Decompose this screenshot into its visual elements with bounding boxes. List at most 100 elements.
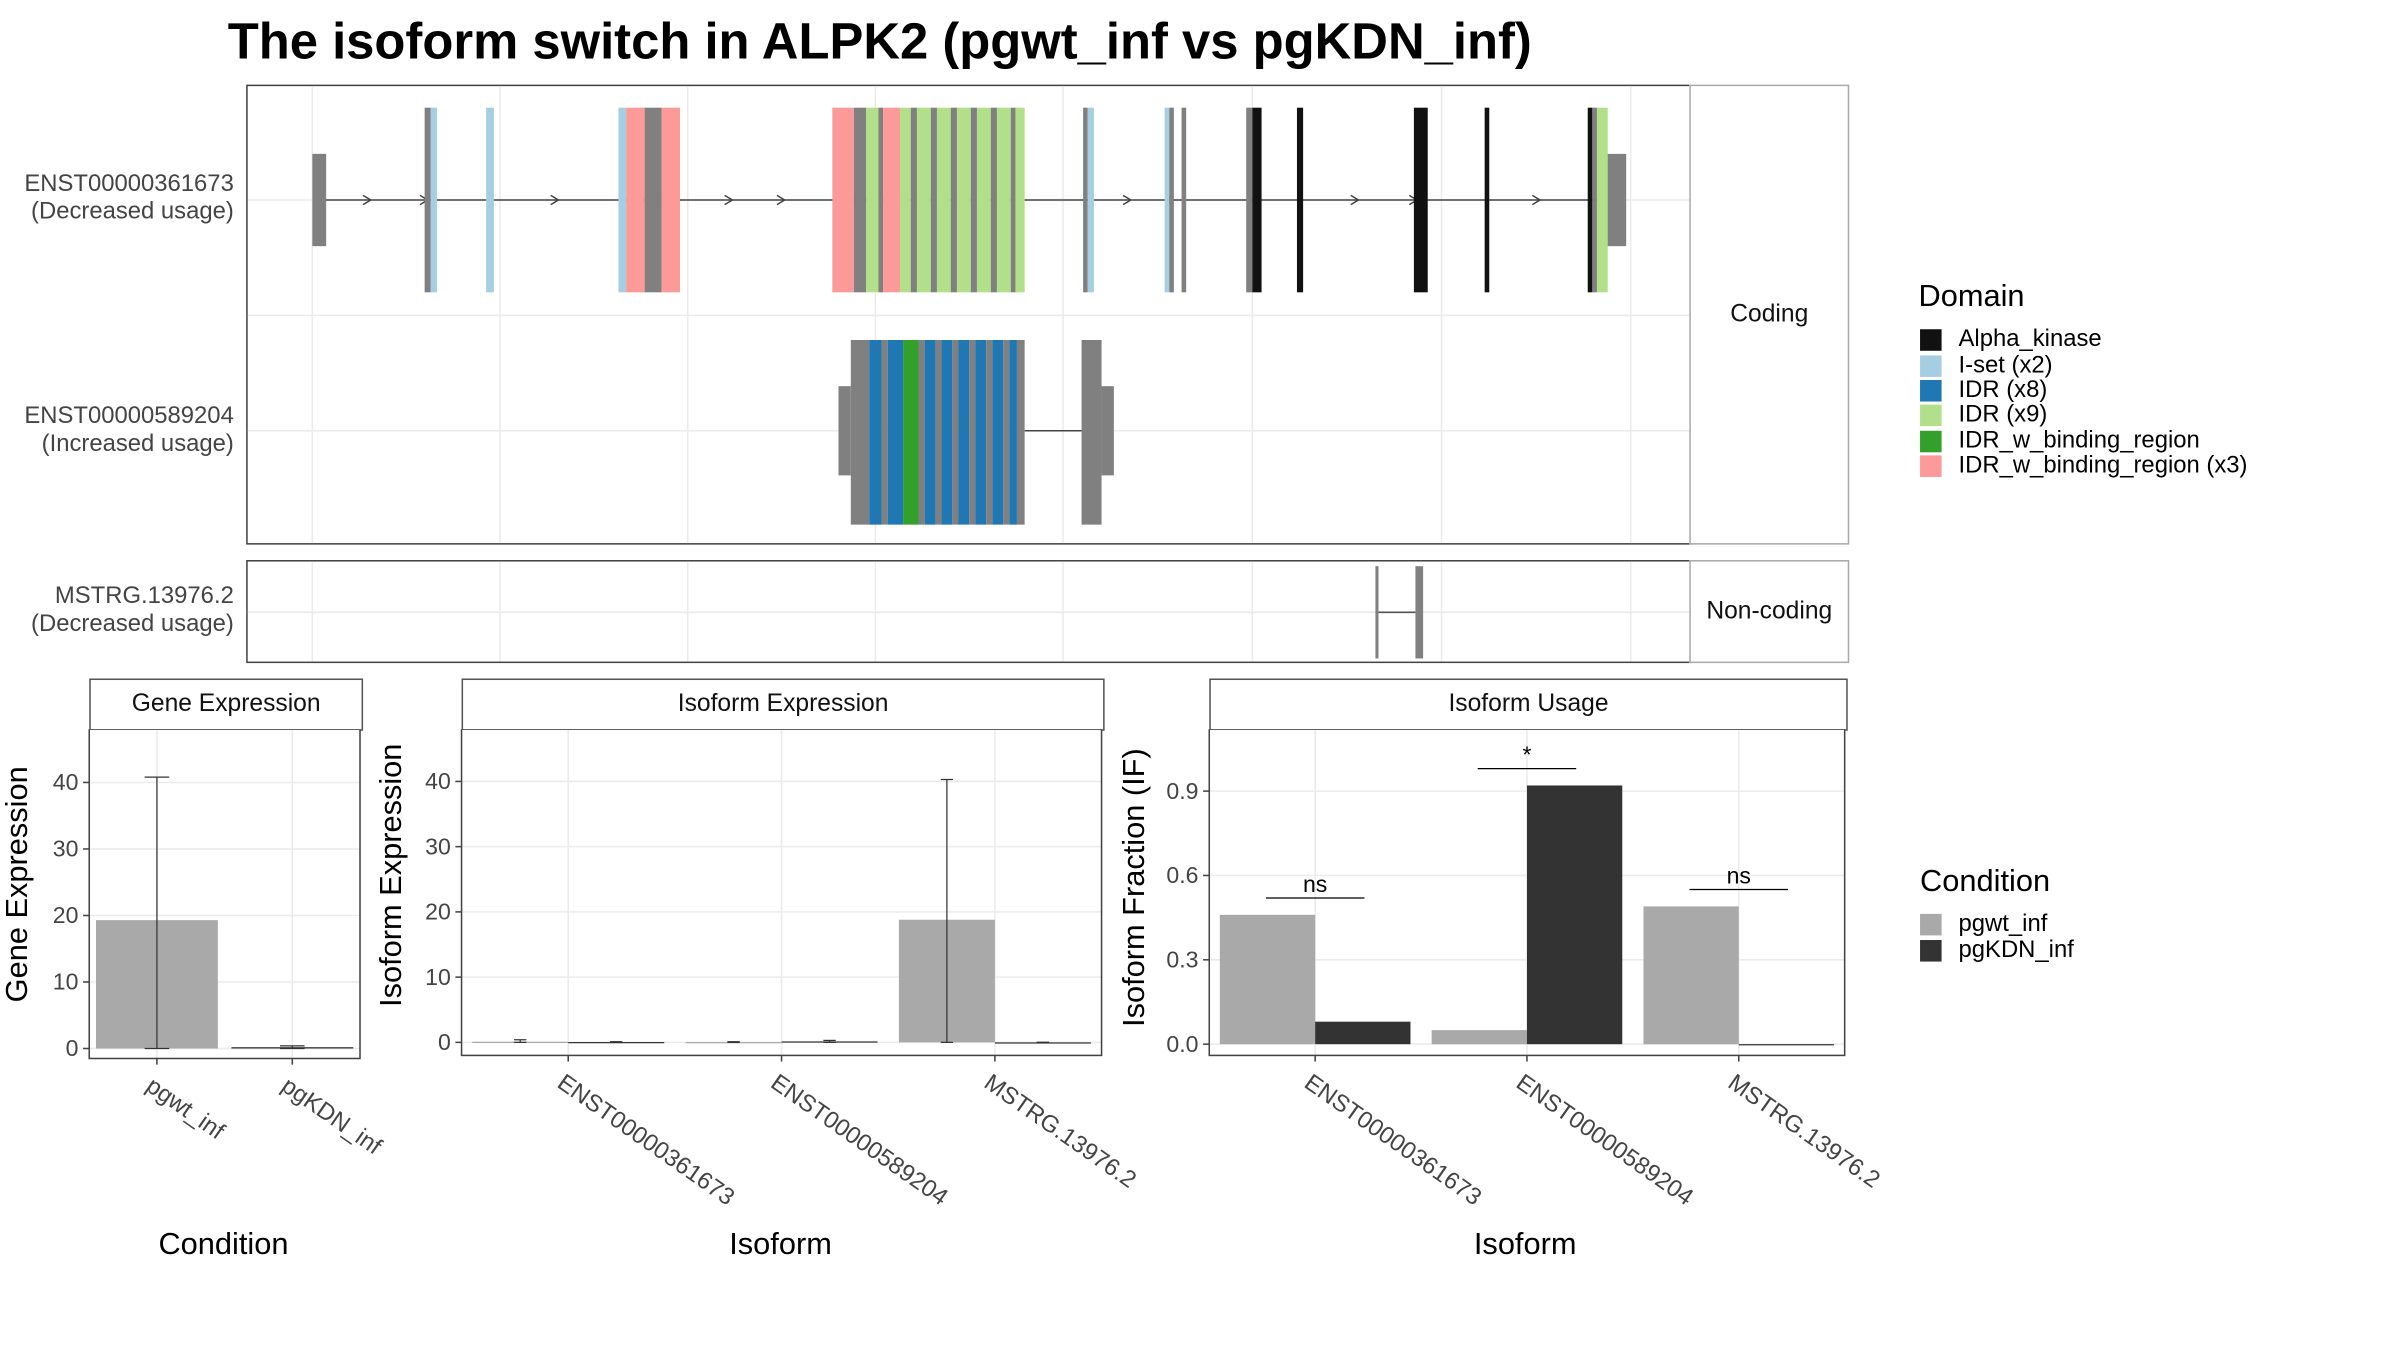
coding-structure-svg xyxy=(247,86,1691,544)
exon-block xyxy=(1413,107,1428,293)
legend-swatch xyxy=(1920,404,1942,427)
bar-pgKDN_inf xyxy=(1315,1021,1411,1045)
noncoding-strip: Non-coding xyxy=(1689,560,1850,664)
legend-label: IDR_w_binding_region xyxy=(1958,427,2200,454)
direction-arrow xyxy=(724,194,734,206)
bar-pgKDN_inf xyxy=(1526,785,1623,1045)
condition-legend-item: pgKDN_inf xyxy=(1920,938,2074,963)
bar-pgKDN_inf xyxy=(1738,1044,1835,1046)
legend-label: IDR (x8) xyxy=(1958,376,2048,404)
exon-block xyxy=(430,107,437,293)
exon-block xyxy=(936,107,951,293)
domain-legend-item: Alpha_kinase xyxy=(1920,327,2102,353)
exon-block xyxy=(950,107,957,293)
y-tick-label: 0.0 xyxy=(1166,1031,1198,1057)
domain-legend-item: I-set (x2) xyxy=(1920,352,2053,379)
exon-block xyxy=(618,107,627,293)
x-tick-label: pgwt_inf xyxy=(141,1072,229,1145)
legend-label: pgKDN_inf xyxy=(1958,936,2074,964)
significance-label: * xyxy=(1522,741,1531,767)
exon-block xyxy=(853,107,867,293)
domain-legend-item: IDR_w_binding_region xyxy=(1920,427,2200,454)
exon-block xyxy=(1484,107,1490,293)
legend-swatch xyxy=(1920,329,1942,351)
exon-block xyxy=(1009,340,1017,525)
coding-strip: Coding xyxy=(1689,84,1850,545)
row-label-line2: (Increased usage) xyxy=(41,430,234,457)
exon-block xyxy=(881,340,888,525)
exon-block xyxy=(992,340,1004,525)
bar-pgwt_inf xyxy=(1431,1030,1527,1045)
x-axis-title-condition: Condition xyxy=(158,1227,289,1262)
exon-block xyxy=(850,340,870,525)
legend-label: I-set (x2) xyxy=(1958,352,2053,379)
row-label-enst589204: ENST00000589204 (Increased usage) xyxy=(0,403,234,458)
direction-arrow xyxy=(1350,194,1360,206)
x-tick-label: ENST00000589204 xyxy=(766,1069,953,1211)
exon-block xyxy=(1296,107,1304,293)
domain-legend-item: IDR (x9) xyxy=(1920,402,2047,428)
exon-block xyxy=(878,107,884,293)
plot-border xyxy=(88,729,361,1060)
exon-block xyxy=(1169,107,1174,293)
exon-block xyxy=(883,107,901,293)
facet-isoform-expression: Isoform Expression xyxy=(461,678,1105,731)
figure-title: The isoform switch in ALPK2 (pgwt_inf vs… xyxy=(227,12,1532,70)
x-axis-title-isoform-usage: Isoform xyxy=(1473,1227,1577,1262)
exon-block xyxy=(1246,107,1253,293)
exon-block xyxy=(1010,107,1017,293)
exon-block xyxy=(1181,107,1187,293)
domain-legend-item: IDR_w_binding_region (x3) xyxy=(1920,453,2247,479)
utr-exon xyxy=(312,153,327,247)
exon-block xyxy=(1016,340,1025,525)
exon-block xyxy=(1003,340,1010,525)
utr-exon xyxy=(1101,386,1114,476)
row-label-line2: (Decreased usage) xyxy=(31,198,234,225)
exon-block xyxy=(1252,107,1262,293)
condition-legend-item: pgwt_inf xyxy=(1920,912,2047,937)
y-axis-title-isoform-usage: Isoform Fraction (IF) xyxy=(1117,748,1152,1027)
legend-swatch xyxy=(1920,380,1942,402)
y-tick-label: 20 xyxy=(425,899,451,925)
row-label-mstrg: MSTRG.13976.2 (Decreased usage) xyxy=(0,583,234,638)
y-axis-title-gene-expression: Gene Expression xyxy=(0,766,35,1003)
exon-block xyxy=(1081,340,1102,525)
exon-block xyxy=(1087,107,1094,293)
direction-arrow xyxy=(550,194,560,206)
exon-block xyxy=(661,107,681,293)
y-tick-label: 10 xyxy=(425,964,451,990)
y-tick-label: 20 xyxy=(53,902,79,928)
exon-block xyxy=(924,340,936,525)
direction-arrow xyxy=(1122,194,1133,206)
direction-arrow xyxy=(362,194,373,206)
legend-swatch xyxy=(1920,455,1942,477)
domain-legend-title: Domain xyxy=(1918,280,2025,314)
row-label-line2: (Decreased usage) xyxy=(31,610,234,637)
significance-label: ns xyxy=(1727,862,1751,888)
isoform-usage-chart: ns * ns 0.0 0.3 0.6 0.9 ENST00000361673 ENST0000… xyxy=(1166,729,1885,1211)
coding-strip-label: Coding xyxy=(1730,300,1809,327)
y-axis-title-isoform-expression: Isoform Expression xyxy=(374,743,409,1007)
y-tick-label: 40 xyxy=(425,768,451,794)
exon-block xyxy=(1415,566,1424,659)
exon-block xyxy=(975,340,987,525)
facet-label-text: Isoform Expression xyxy=(677,690,889,717)
utr-exon xyxy=(1606,153,1627,247)
legend-swatch xyxy=(1920,355,1942,377)
x-axis-title-isoform: Isoform xyxy=(729,1227,832,1262)
y-tick-label: 30 xyxy=(425,833,451,859)
exon-block xyxy=(1375,566,1379,659)
exon-block xyxy=(958,340,970,525)
domain-legend-item: IDR (x8) xyxy=(1920,378,2047,403)
row-label-line1: ENST00000589204 xyxy=(24,403,234,430)
exon-block xyxy=(1015,107,1025,293)
exon-block xyxy=(626,107,645,293)
legend-label: pgwt_inf xyxy=(1958,910,2048,937)
legend-swatch xyxy=(1920,430,1942,453)
noncoding-strip-label: Non-coding xyxy=(1706,597,1833,624)
facet-gene-expression: Gene Expression xyxy=(89,678,364,731)
row-label-line1: ENST00000361673 xyxy=(24,170,234,197)
coding-structure-panel xyxy=(246,84,1693,545)
direction-arrow xyxy=(1531,194,1542,206)
